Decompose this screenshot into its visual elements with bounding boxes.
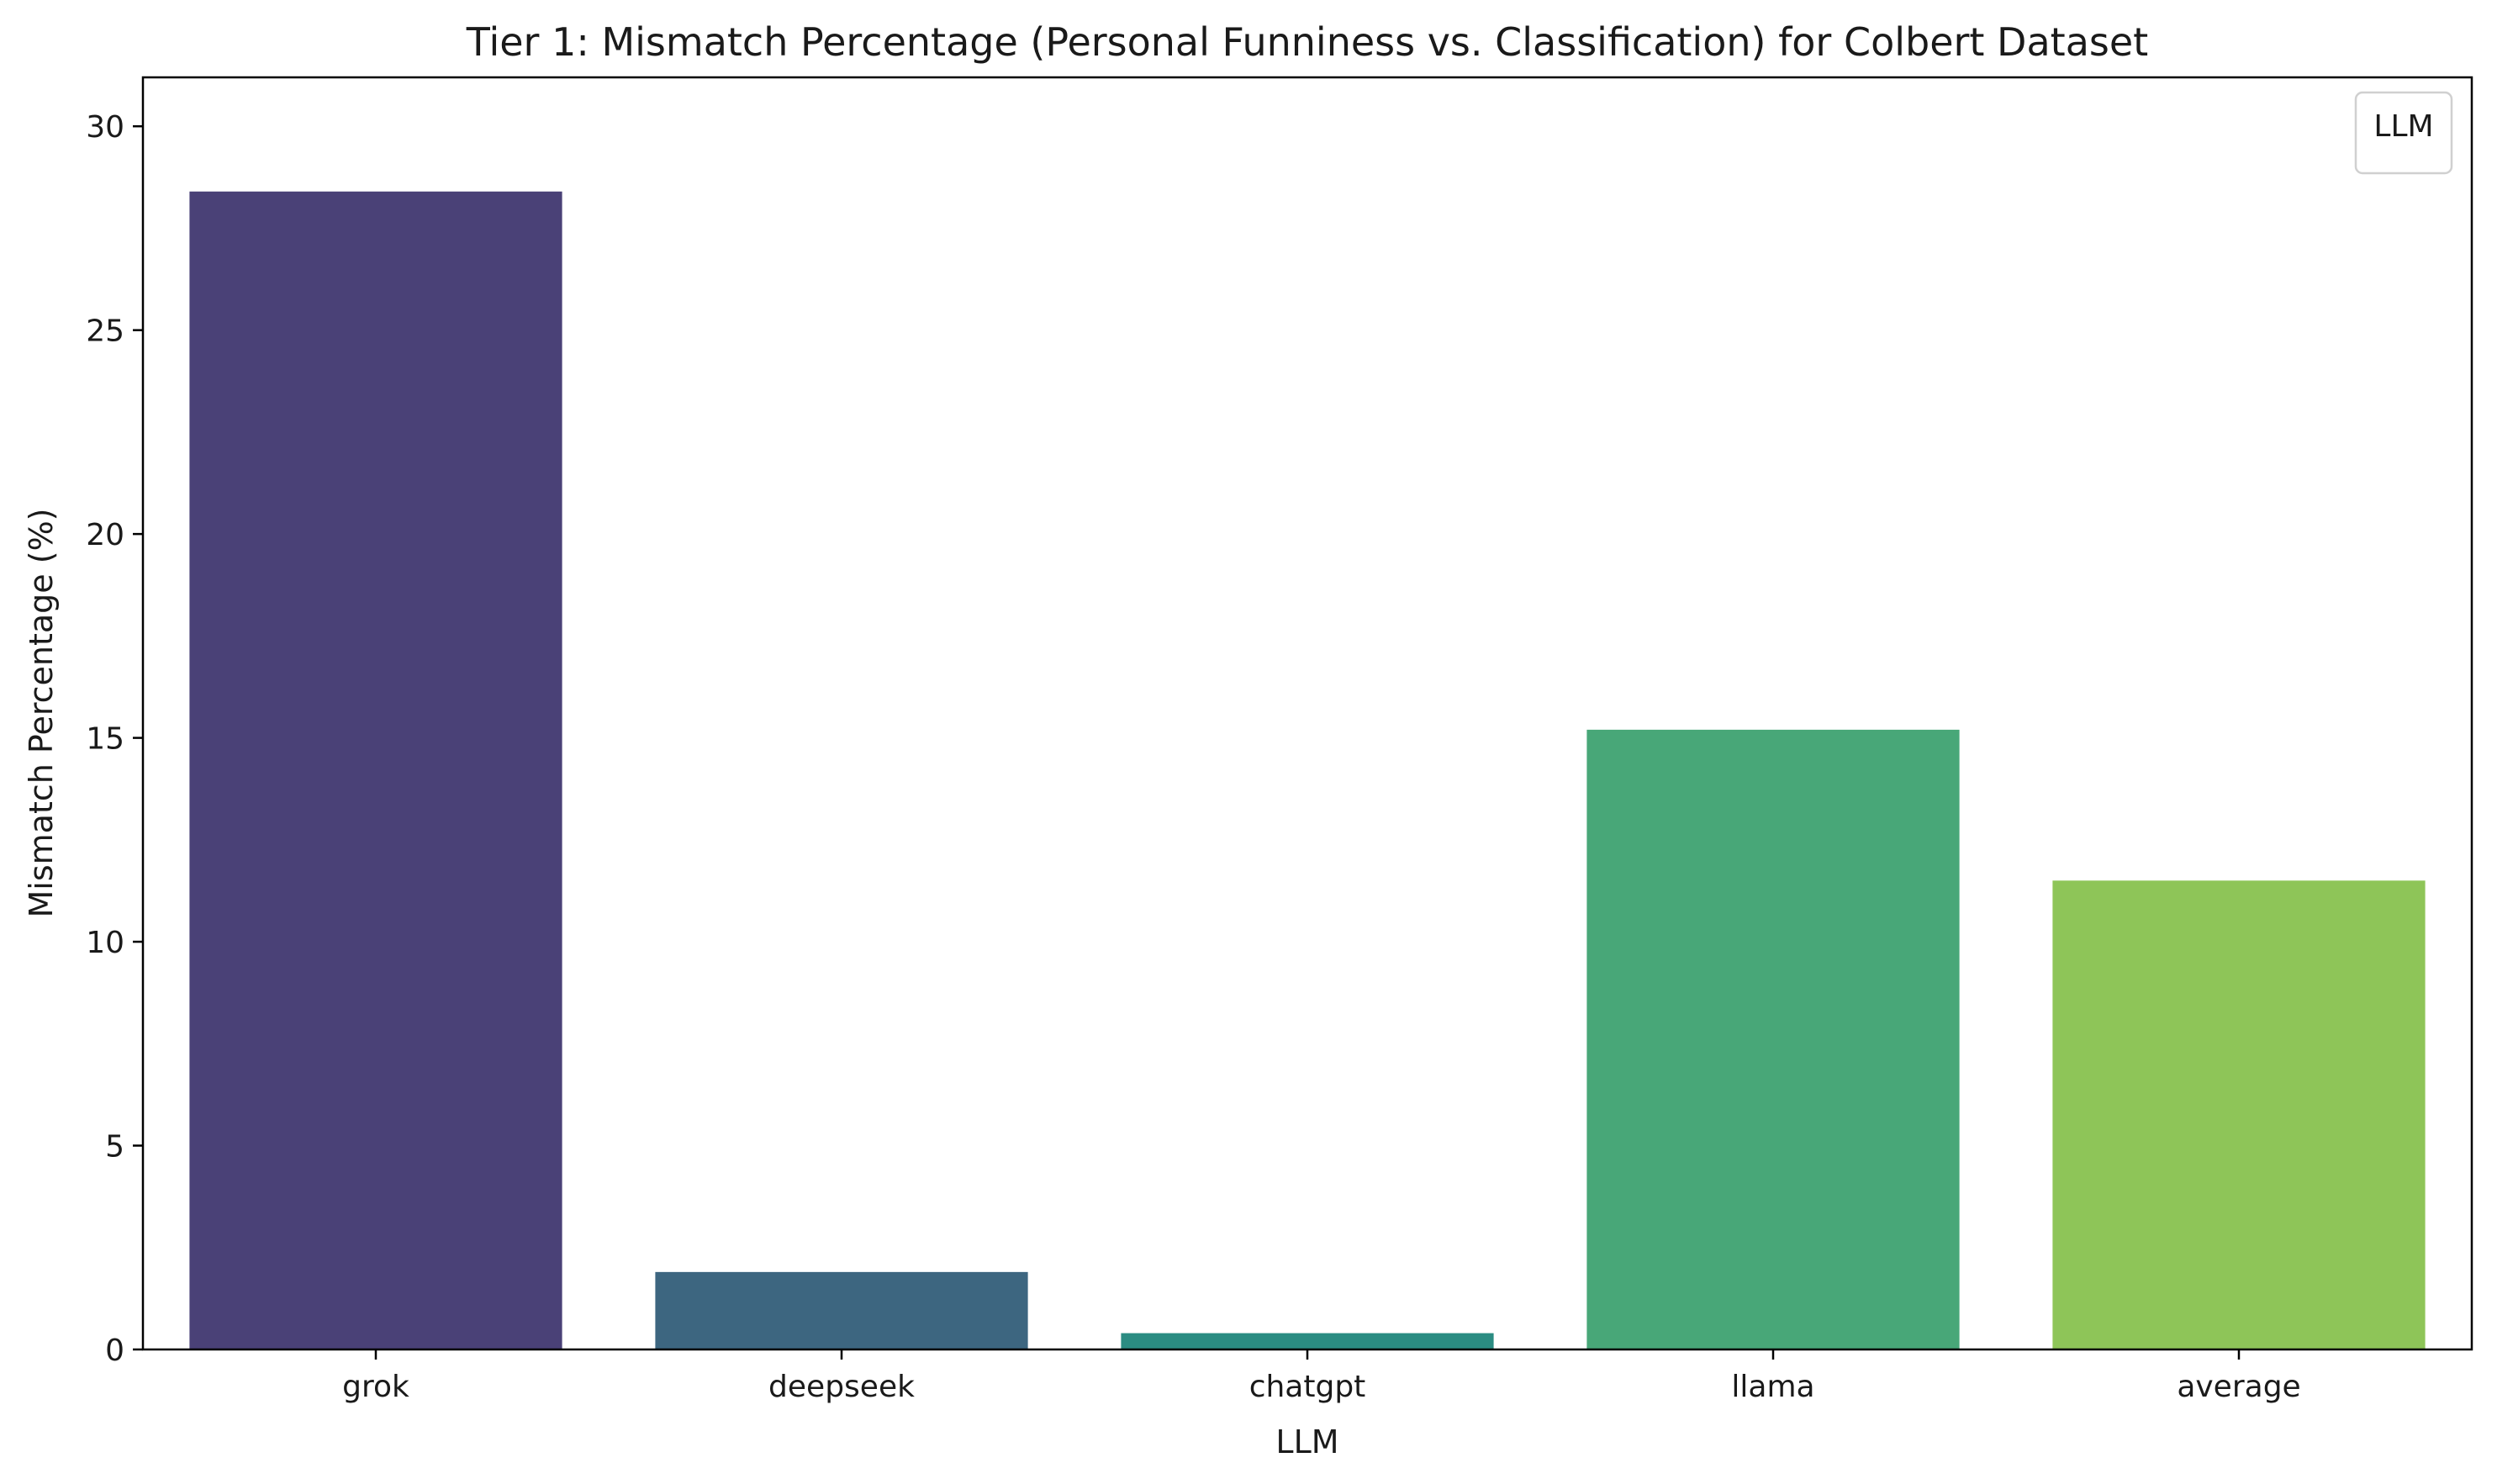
chart-title: Tier 1: Mismatch Percentage (Personal Fu… (466, 19, 2148, 65)
y-axis-label: Mismatch Percentage (%) (23, 508, 60, 917)
legend-box (2354, 91, 2453, 175)
bar-chatgpt (1121, 1333, 1494, 1349)
y-tick-label: 30 (86, 110, 124, 145)
x-tick-label-chatgpt: chatgpt (1249, 1370, 1366, 1404)
x-axis-label: LLM (1275, 1423, 1338, 1460)
y-tick-label: 20 (86, 518, 124, 552)
x-tick-label-average: average (2177, 1370, 2300, 1404)
bar-grok (189, 191, 562, 1349)
bars-group (189, 191, 2426, 1349)
bar-average (2052, 880, 2426, 1349)
y-tick-label: 10 (86, 926, 124, 960)
y-tick-label: 25 (86, 314, 124, 349)
y-axis-ticks: 0 5 10 15 20 25 30 (86, 110, 143, 1368)
x-tick-label-deepseek: deepseek (768, 1370, 915, 1404)
y-tick-label: 5 (105, 1130, 124, 1164)
x-tick-label-llama: llama (1731, 1370, 1814, 1404)
legend: LLM (2354, 91, 2453, 175)
plot-frame (141, 76, 2473, 1351)
bar-llama (1586, 729, 1960, 1349)
y-tick-label: 0 (105, 1333, 124, 1368)
bar-deepseek (655, 1271, 1028, 1349)
y-tick-label: 15 (86, 722, 124, 757)
x-tick-label-grok: grok (342, 1370, 409, 1404)
x-axis-ticks: grok deepseek chatgpt llama average (342, 1349, 2301, 1404)
legend-title: LLM (2373, 109, 2433, 144)
